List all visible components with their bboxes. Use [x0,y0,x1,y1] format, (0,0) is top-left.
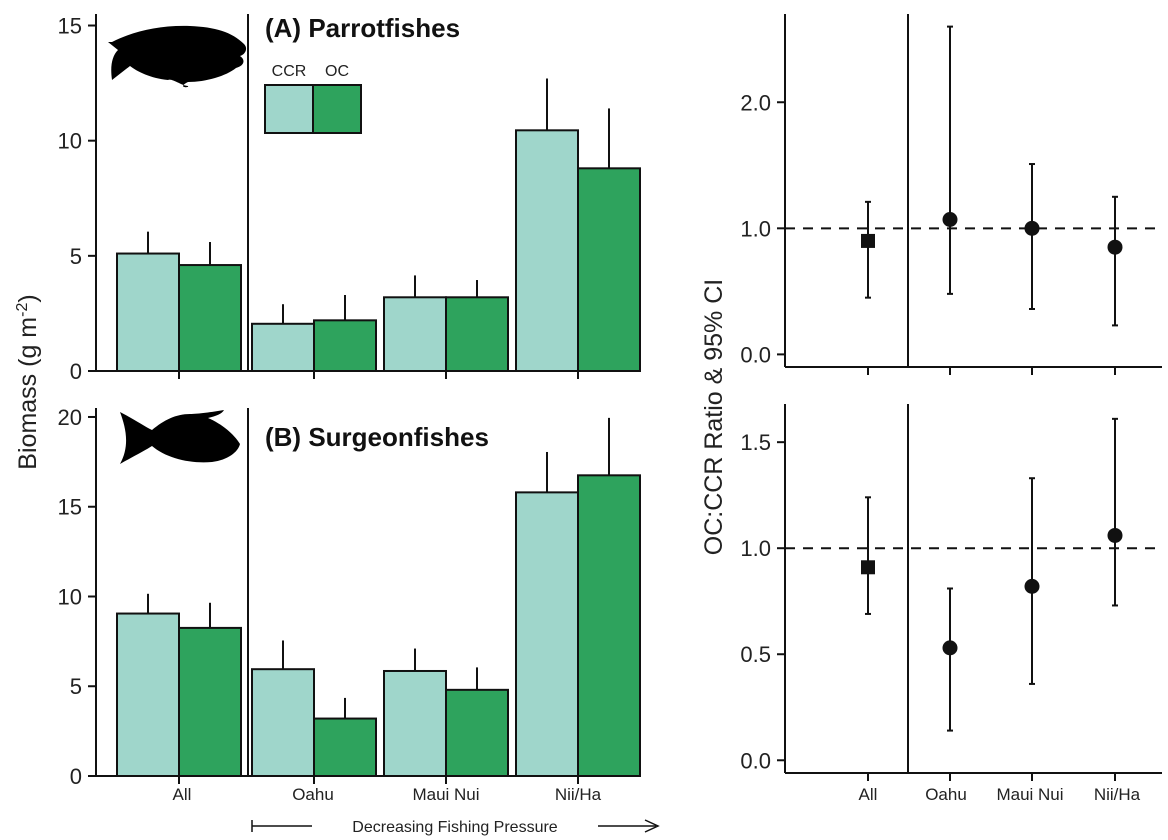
d-ytick-label: 1.0 [740,536,771,561]
b-ytick-label: 0 [70,764,82,789]
b-bar-oc [446,690,508,776]
ratio-xtick-nii-ha: Nii/Ha [1094,785,1141,804]
ratio-xtick-oahu: Oahu [925,785,967,804]
surgeonfish-silhouette-icon [120,410,240,464]
b-bar-oc [179,628,241,776]
a-bar-oc [314,320,376,371]
panel-b-title: (B) Surgeonfishes [265,422,489,452]
b-bar-ccr [252,669,314,776]
a-ytick-label: 5 [70,244,82,269]
a-bar-ccr [384,297,446,371]
fishing-pressure-arrow: Decreasing Fishing Pressure [252,819,658,836]
c-ytick-label: 0.0 [740,342,771,367]
fishing-pressure-label: Decreasing Fishing Pressure [352,819,558,836]
a-bar-ccr [252,324,314,371]
a-bar-ccr [516,130,578,371]
biomass-y-label-main: Biomass (g m [14,317,42,470]
d-estimate-point [1108,528,1123,543]
c-ytick-label: 1.0 [740,216,771,241]
a-bar-oc [179,265,241,371]
biomass-y-label-sup: -2 [14,303,31,317]
b-ytick-label: 15 [58,495,82,520]
b-bar-ccr [384,671,446,776]
d-estimate-point [943,640,958,655]
legend: CCR OC [265,63,361,133]
b-bar-ccr [516,492,578,776]
a-ytick-label: 10 [58,129,82,154]
a-ytick-label: 0 [70,359,82,384]
legend-label-oc: OC [325,63,349,80]
xtick-all: All [173,785,192,804]
xtick-oahu: Oahu [292,785,334,804]
b-bar-oc [314,719,376,776]
a-bar-oc [446,297,508,371]
d-ytick-label: 0.0 [740,748,771,773]
parrotfish-silhouette-icon [108,26,246,87]
c-estimate-point [1025,221,1040,236]
ratio-xtick-all: All [859,785,878,804]
a-bar-ccr [117,254,179,371]
d-ytick-label: 1.5 [740,430,771,455]
panel-b-surgeonfishes: 0 5 10 15 20 [58,405,640,789]
xtick-maui-nui: Maui Nui [412,785,479,804]
legend-label-ccr: CCR [272,63,307,80]
b-bar-ccr [117,614,179,776]
biomass-y-label: Biomass (g m-2) [14,294,42,469]
a-ytick-label: 15 [58,14,82,39]
ratio-xtick-maui-nui: Maui Nui [996,785,1063,804]
d-estimate-square [861,560,875,574]
c-ytick-label: 2.0 [740,90,771,115]
b-ytick-label: 20 [58,405,82,430]
b-ytick-label: 10 [58,584,82,609]
panel-c-ratio-parrotfishes: 0.0 1.0 2.0 [740,14,1162,375]
xtick-nii-ha: Nii/Ha [555,785,602,804]
d-ytick-label: 0.5 [740,642,771,667]
c-estimate-point [1108,240,1123,255]
panel-d-ratio-surgeonfishes: 0.0 0.5 1.0 1.5 [740,404,1162,781]
legend-swatch-oc [313,85,361,133]
c-estimate-point [943,212,958,227]
panel-a-title: (A) Parrotfishes [265,13,460,43]
legend-swatch-ccr [265,85,313,133]
b-bar-oc [578,475,640,776]
ratio-y-label: OC:CCR Ratio & 95% CI [700,279,728,555]
b-ytick-label: 5 [70,674,82,699]
c-estimate-square [861,234,875,248]
d-estimate-point [1025,579,1040,594]
a-bar-oc [578,168,640,371]
